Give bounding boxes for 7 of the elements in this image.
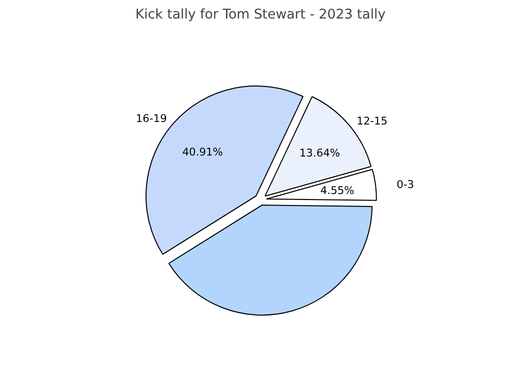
data-label: 13.64% <box>299 146 340 160</box>
data-label: 4.55% <box>320 184 354 197</box>
slice-label: 0-3 <box>396 178 414 191</box>
slice-label: 12-15 <box>356 114 388 128</box>
chart-title: Kick tally for Tom Stewart - 2023 tally <box>135 8 386 22</box>
slice-label: 16-19 <box>136 112 168 126</box>
data-label: 40.91% <box>182 145 223 158</box>
